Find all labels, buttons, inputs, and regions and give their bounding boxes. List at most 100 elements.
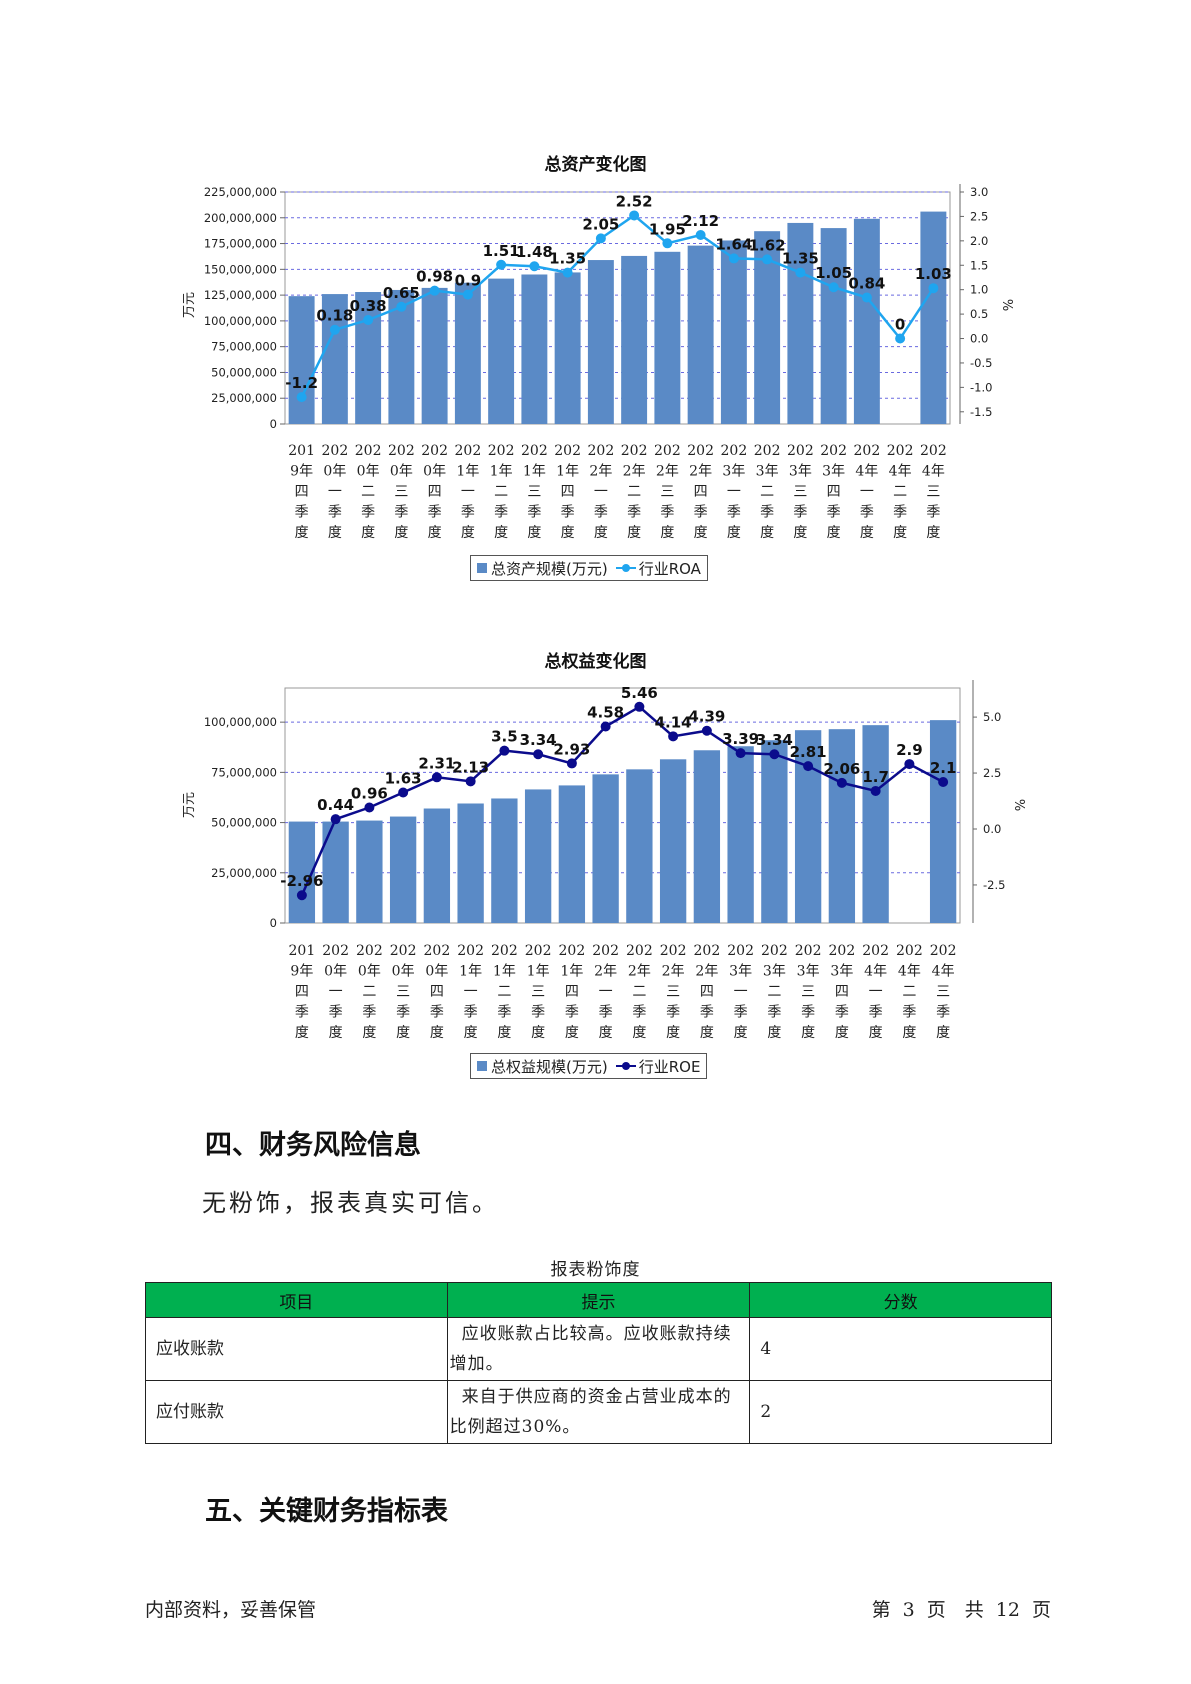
x-tick-label: 202 4年二季度 bbox=[887, 443, 914, 541]
legend-item-roa: 行业ROA bbox=[615, 558, 701, 579]
x-tick-label-line: 202 bbox=[588, 443, 615, 459]
data-point bbox=[364, 802, 375, 813]
x-tick-label-line: 度 bbox=[464, 1025, 478, 1041]
legend-item-assets: 总资产规模(万元) bbox=[477, 558, 608, 579]
x-tick-label-line: 度 bbox=[430, 1025, 444, 1041]
x-tick-label-line: 一 bbox=[329, 984, 343, 1000]
x-tick-label-line: 度 bbox=[801, 1025, 815, 1041]
data-point bbox=[928, 283, 939, 294]
x-tick-label-line: 3年 bbox=[789, 464, 812, 480]
data-point bbox=[695, 229, 706, 240]
x-tick-label-line: 度 bbox=[827, 525, 841, 541]
bar bbox=[322, 821, 349, 923]
x-tick-label-line: 度 bbox=[594, 525, 608, 541]
y2-tick-label: 2.0 bbox=[970, 234, 988, 248]
header-score: 分数 bbox=[749, 1282, 1052, 1318]
row-item: 应收账款 bbox=[145, 1317, 448, 1381]
bar bbox=[454, 282, 481, 424]
x-tick-label-line: 度 bbox=[599, 1025, 613, 1041]
x-tick-label: 202 1年四季度 bbox=[554, 443, 581, 541]
x-tick-label: 202 3年三季度 bbox=[795, 943, 822, 1041]
x-tick-label: 202 3年二季度 bbox=[754, 443, 781, 541]
x-tick-label-line: 1年 bbox=[527, 964, 550, 980]
row-hint: 来自于供应商的资金占营业成本的比例超过30%。 bbox=[446, 1380, 751, 1444]
x-tick-label-line: 度 bbox=[295, 525, 309, 541]
bar bbox=[288, 296, 315, 424]
x-tick-label-line: 度 bbox=[561, 525, 575, 541]
bar bbox=[659, 759, 687, 923]
x-tick-label-line: 4年 bbox=[889, 464, 912, 480]
data-point bbox=[938, 777, 949, 787]
x-tick-label-line: 季 bbox=[494, 505, 508, 521]
x-tick-label-line: 度 bbox=[328, 525, 342, 541]
x-tick-label-line: 三 bbox=[801, 984, 815, 1000]
y2-tick-label: -2.5 bbox=[983, 878, 1005, 892]
x-tick-label-line: 季 bbox=[561, 505, 575, 521]
line-marker-icon bbox=[615, 563, 636, 573]
x-tick-label-line: 202 bbox=[920, 443, 947, 459]
x-tick-label-line: 1年 bbox=[490, 464, 513, 480]
y-tick-label: 75,000,000 bbox=[211, 340, 277, 354]
x-tick-label-line: 季 bbox=[632, 1005, 646, 1021]
x-tick-label-line: 四 bbox=[295, 484, 309, 500]
x-tick-label-line: 一 bbox=[594, 484, 608, 500]
x-tick-label-line: 季 bbox=[835, 1005, 849, 1021]
bar-swatch-icon bbox=[477, 1061, 487, 1071]
bar bbox=[761, 740, 788, 923]
header-item: 项目 bbox=[145, 1282, 448, 1318]
x-tick-label: 202 1年三季度 bbox=[521, 443, 548, 541]
legend-item-roe: 行业ROE bbox=[615, 1056, 700, 1077]
bar bbox=[626, 769, 653, 923]
x-tick-label-line: 季 bbox=[627, 505, 641, 521]
x-tick-label: 202 2年三季度 bbox=[654, 443, 681, 541]
bar bbox=[687, 245, 714, 424]
x-tick-label-line: 3年 bbox=[729, 964, 752, 980]
data-label: 1.64 bbox=[715, 235, 752, 253]
x-tick-label-line: 季 bbox=[295, 1005, 309, 1021]
x-tick-label-line: 二 bbox=[361, 484, 375, 500]
y-axis-title: 万元 bbox=[182, 292, 197, 318]
x-tick-label-line: 四 bbox=[835, 984, 849, 1000]
x-tick-label-line: 度 bbox=[694, 525, 708, 541]
x-tick-label-line: 202 bbox=[862, 943, 889, 959]
data-label: 4.39 bbox=[688, 708, 725, 726]
x-tick-label: 202 0年三季度 bbox=[390, 943, 417, 1041]
x-tick-label-line: 一 bbox=[599, 984, 613, 1000]
x-tick-label-line: 季 bbox=[700, 1005, 714, 1021]
data-label: 2.1 bbox=[930, 759, 957, 777]
bar bbox=[457, 803, 484, 923]
x-tick-label-line: 度 bbox=[632, 1025, 646, 1041]
x-tick-label-line: 0年 bbox=[392, 964, 415, 980]
x-tick-label-line: 度 bbox=[760, 525, 774, 541]
x-tick-label-line: 一 bbox=[860, 484, 874, 500]
plot-area bbox=[284, 687, 961, 924]
data-label: 1.51 bbox=[483, 242, 520, 260]
data-label: 3.39 bbox=[722, 730, 759, 748]
x-tick-label-line: 度 bbox=[329, 1025, 343, 1041]
x-tick-label: 202 4年二季度 bbox=[896, 943, 923, 1041]
y2-tick-label: 0.5 bbox=[970, 307, 988, 321]
x-tick-label-line: 度 bbox=[428, 525, 442, 541]
x-tick-label-line: 度 bbox=[666, 1025, 680, 1041]
x-tick-label-line: 202 bbox=[559, 943, 586, 959]
data-label: 2.9 bbox=[896, 741, 923, 759]
x-tick-label-line: 季 bbox=[430, 1005, 444, 1021]
x-tick-label-line: 四 bbox=[694, 484, 708, 500]
data-point bbox=[431, 772, 442, 783]
data-label: 1.7 bbox=[862, 768, 889, 786]
x-tick-label-line: 度 bbox=[396, 1025, 410, 1041]
data-label: 1.03 bbox=[915, 265, 952, 283]
data-point bbox=[701, 725, 712, 736]
x-tick-label-line: 4年 bbox=[864, 964, 887, 980]
y2-tick-label: 1.0 bbox=[970, 283, 988, 297]
x-tick-label-line: 202 bbox=[721, 443, 748, 459]
data-point bbox=[728, 253, 739, 264]
x-tick-label-line: 三 bbox=[660, 484, 674, 500]
x-tick-label-line: 202 bbox=[654, 443, 681, 459]
x-tick-label-line: 202 bbox=[795, 943, 822, 959]
x-tick-label: 202 3年一季度 bbox=[727, 943, 754, 1041]
x-tick-label-line: 一 bbox=[328, 484, 342, 500]
y2-tick-label: 2.5 bbox=[983, 766, 1001, 780]
x-tick-label: 202 0年四季度 bbox=[424, 943, 451, 1041]
x-tick-label-line: 度 bbox=[295, 1025, 309, 1041]
